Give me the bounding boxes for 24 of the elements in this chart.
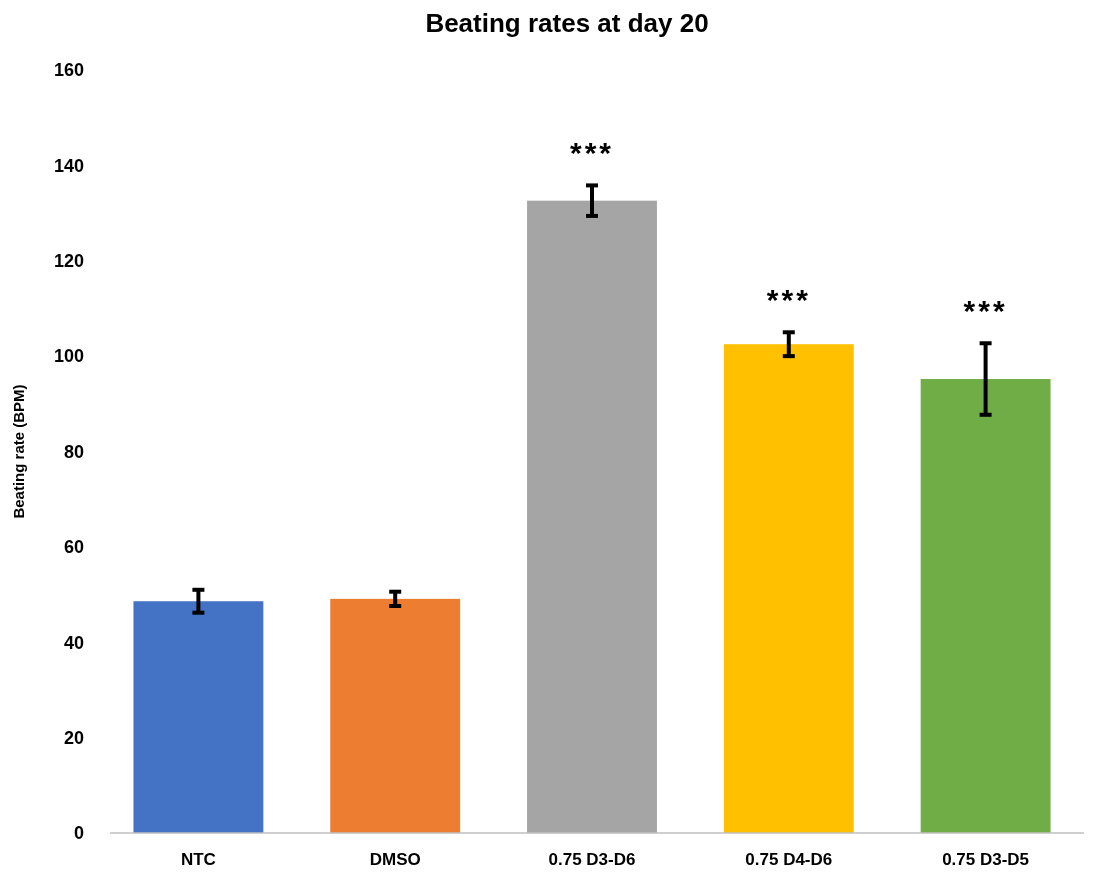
y-tick-label: 120 (53, 251, 84, 272)
y-tick-label: 20 (63, 727, 84, 748)
bar (133, 601, 264, 833)
x-tick-label: 0.75 D4-D6 (745, 850, 833, 869)
y-tick-label: 80 (63, 441, 84, 462)
data-label: *** (963, 294, 1008, 328)
y-tick-label: 160 (53, 60, 84, 81)
data-label: *** (569, 136, 615, 170)
y-tick-label: 0 (73, 823, 84, 844)
bar (527, 200, 657, 833)
x-tick-label: 0.75 D3-D6 (548, 850, 636, 869)
bar (920, 379, 1051, 833)
y-tick-label: 60 (63, 537, 84, 558)
x-tick-label: 0.75 D3-D5 (942, 850, 1030, 869)
y-tick-label: 100 (53, 346, 84, 367)
y-tick-label: 140 (53, 155, 84, 176)
x-tick-label: DMSO (369, 850, 421, 869)
chart-title: Beating rates at day 20 (425, 8, 709, 38)
data-label: *** (766, 283, 811, 317)
y-tick-label: 40 (63, 632, 84, 653)
bar (723, 344, 854, 833)
x-tick-label: NTC (180, 850, 216, 869)
y-axis-title: Beating rate (BPM) (10, 384, 27, 519)
bar (330, 598, 461, 833)
